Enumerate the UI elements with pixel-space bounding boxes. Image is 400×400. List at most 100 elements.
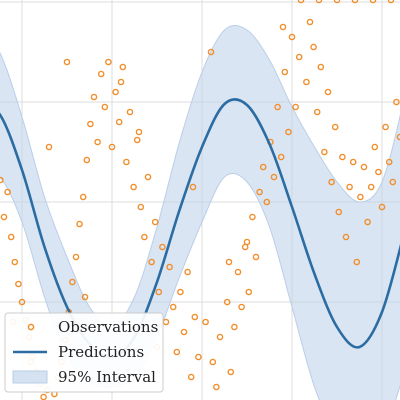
observation-point	[378, 203, 386, 211]
observation-point	[119, 63, 127, 71]
observation-point	[371, 143, 379, 151]
observation-point	[135, 128, 143, 136]
observation-point	[105, 58, 112, 66]
observation-point	[321, 148, 328, 156]
observation-point	[177, 288, 184, 296]
observation-point	[227, 368, 235, 376]
observation-point	[155, 288, 163, 296]
prediction-line	[0, 98, 400, 359]
observation-point	[360, 163, 368, 171]
observation-point	[274, 103, 281, 111]
observation-point	[259, 163, 267, 171]
observation-point	[76, 220, 83, 228]
observation-point	[357, 193, 364, 201]
observation-point	[281, 68, 289, 76]
observation-point	[375, 168, 382, 176]
observation-point	[166, 263, 173, 271]
observation-point	[310, 43, 317, 51]
observation-point	[367, 183, 375, 191]
observation-point	[108, 143, 116, 151]
observation-point	[130, 183, 137, 191]
observation-point	[40, 393, 47, 400]
observation-point	[187, 373, 195, 381]
legend-observations-marker	[27, 323, 35, 331]
observation-point	[231, 323, 238, 331]
observation-point	[90, 93, 98, 101]
observation-point	[137, 203, 145, 211]
legend-interval-label: 95% Interval	[58, 368, 156, 386]
observation-point	[351, 0, 359, 4]
legend-predictions-label: Predictions	[58, 343, 144, 361]
observation-point	[133, 136, 141, 144]
observation-point	[4, 188, 11, 196]
observation-point	[389, 178, 397, 186]
observation-point	[256, 188, 263, 196]
observation-point	[349, 158, 357, 166]
observation-point	[303, 78, 310, 86]
observation-point	[83, 156, 91, 164]
observation-point	[169, 303, 177, 311]
observation-point	[72, 253, 80, 261]
predictions-layer	[0, 98, 400, 359]
observation-point	[207, 48, 215, 56]
observation-point	[333, 0, 341, 4]
observation-point	[353, 258, 361, 266]
observation-point	[202, 318, 209, 326]
observation-point	[234, 268, 242, 276]
observation-point	[162, 318, 170, 326]
observation-point	[63, 58, 71, 66]
observation-point	[346, 183, 353, 191]
observation-point	[364, 218, 371, 226]
observation-point	[315, 0, 323, 4]
observation-point	[245, 288, 253, 296]
observation-point	[328, 178, 335, 186]
observation-point	[270, 173, 278, 181]
observation-point	[94, 138, 101, 146]
observation-point	[213, 383, 220, 391]
observation-point	[252, 253, 260, 261]
observation-point	[15, 280, 22, 288]
observation-point	[195, 353, 202, 361]
observation-point	[382, 123, 389, 131]
observation-point	[0, 213, 8, 221]
observation-point	[79, 193, 87, 201]
observation-point	[324, 88, 332, 96]
observation-point	[173, 348, 181, 356]
observation-point	[387, 0, 395, 4]
observation-point	[238, 303, 245, 311]
observation-point	[385, 158, 393, 166]
observation-point	[184, 268, 191, 276]
legend: Observations Predictions 95% Interval	[4, 312, 164, 393]
observation-point	[292, 103, 299, 111]
observation-point	[7, 233, 15, 241]
observation-point	[279, 23, 287, 31]
observation-point	[151, 218, 159, 226]
observation-point	[297, 0, 305, 4]
observation-point	[189, 183, 197, 191]
observation-point	[249, 213, 256, 221]
observation-point	[126, 108, 134, 116]
observation-point	[148, 258, 155, 266]
observation-point	[317, 63, 325, 71]
observation-point	[0, 176, 4, 184]
observation-point	[123, 158, 130, 166]
observation-point	[97, 70, 105, 78]
observation-point	[180, 328, 188, 336]
observation-point	[243, 238, 251, 246]
observation-point	[369, 0, 377, 4]
observation-point	[159, 243, 166, 251]
observation-point	[18, 298, 26, 306]
legend-interval-marker	[12, 370, 48, 384]
observation-point	[288, 33, 296, 41]
observation-point	[87, 120, 94, 128]
observation-point	[306, 18, 314, 26]
observation-point	[393, 98, 400, 106]
observation-point	[335, 208, 343, 216]
observation-point	[101, 103, 109, 111]
observation-point	[45, 143, 53, 151]
observation-point	[331, 123, 339, 131]
observation-point	[117, 78, 125, 86]
observation-point	[263, 198, 271, 206]
observation-point	[191, 313, 199, 321]
